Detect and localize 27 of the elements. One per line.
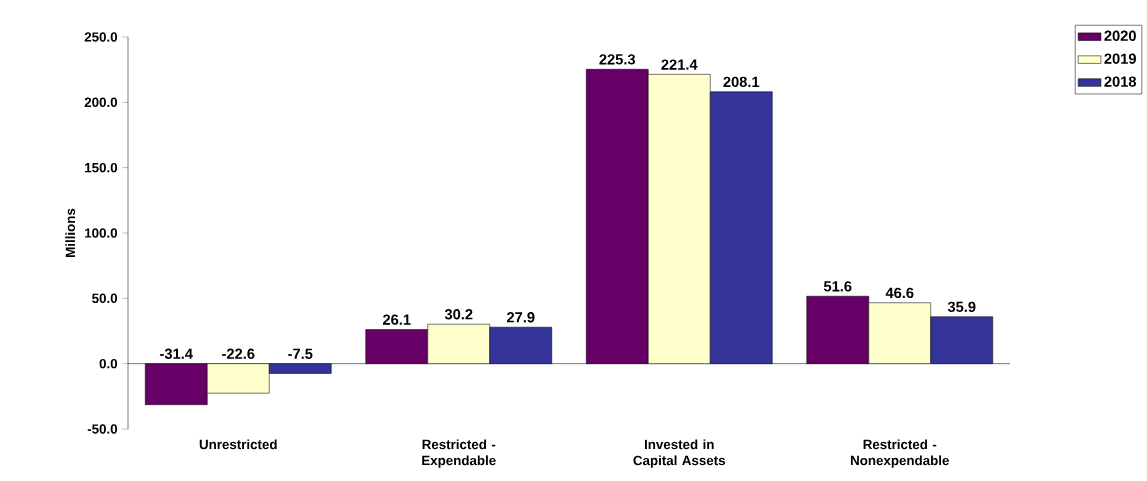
data-label: -7.5: [288, 348, 313, 359]
data-label: 35.9: [947, 301, 976, 313]
y-tick-label: 50.0: [92, 293, 118, 304]
x-tick-label: Restricted - Nonexpendable: [851, 439, 949, 468]
x-tick-label: Restricted - Expendable: [422, 439, 496, 468]
data-label: 225.3: [599, 54, 636, 65]
data-label: 26.1: [382, 314, 411, 325]
data-label: 221.4: [661, 59, 698, 70]
data-label: 27.9: [506, 312, 535, 323]
data-label: 208.1: [723, 76, 760, 88]
legend-label: 2019: [1104, 53, 1136, 64]
y-tick-label: 0.0: [99, 358, 118, 369]
x-tick-label: Invested in Capital Assets: [633, 439, 726, 468]
y-tick-label: 200.0: [84, 97, 118, 108]
data-label: 30.2: [444, 309, 473, 320]
data-label: 46.6: [885, 287, 914, 299]
data-label: 51.6: [823, 281, 852, 292]
legend-label: 2018: [1104, 76, 1137, 87]
y-tick-label: 100.0: [85, 228, 118, 238]
data-label: -22.6: [222, 348, 255, 359]
y-tick-label: 150.0: [85, 162, 118, 173]
legend-label: 2020: [1104, 30, 1136, 41]
y-tick-label: 250.0: [84, 32, 118, 42]
y-tick-label: -50.0: [87, 424, 118, 434]
data-label: -31.4: [160, 348, 193, 359]
x-tick-label: Unrestricted: [199, 439, 277, 450]
y-axis-title: Millions: [65, 208, 76, 257]
